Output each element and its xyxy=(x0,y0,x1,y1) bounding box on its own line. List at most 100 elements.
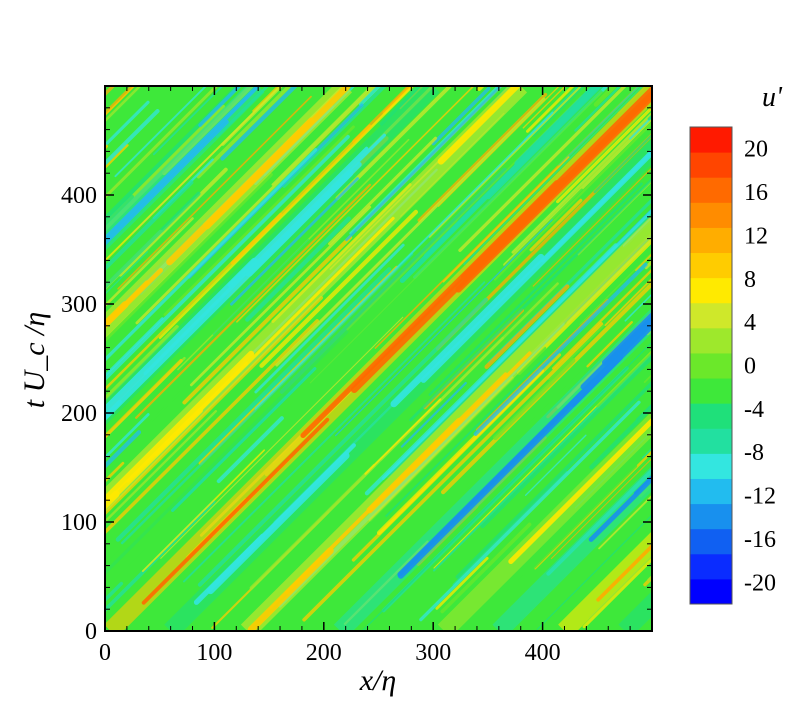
contour-streak xyxy=(271,86,373,186)
contour-streak xyxy=(120,252,414,545)
contour-streak xyxy=(0,267,103,407)
contour-streak xyxy=(532,166,652,287)
contour-streak xyxy=(437,86,560,207)
contour-streak xyxy=(197,297,488,587)
contour-streak xyxy=(579,251,652,325)
contour-streak xyxy=(364,243,618,496)
contour-band-core xyxy=(105,399,122,420)
contour-streak xyxy=(259,209,419,368)
colorbar-swatch xyxy=(690,152,732,178)
contour-band-core xyxy=(455,92,652,293)
contour-streak xyxy=(400,381,467,448)
contour-streak xyxy=(105,180,194,272)
contour-streak xyxy=(302,321,603,622)
contour-streak xyxy=(556,105,652,204)
contour-streak xyxy=(213,356,303,446)
contour-streak xyxy=(221,86,283,146)
contour-streak xyxy=(680,86,717,123)
contour-streak xyxy=(245,216,351,322)
contour-streak xyxy=(115,267,392,542)
colorbar-tick-label: -16 xyxy=(744,527,776,553)
colorbar-tick-label: 8 xyxy=(744,267,756,293)
contour-streak xyxy=(0,203,10,358)
contour-streak xyxy=(647,113,652,121)
contour-streak xyxy=(275,97,546,367)
colorbar-title: u' xyxy=(762,82,783,113)
contour-streak xyxy=(417,92,548,223)
contour-streak xyxy=(105,100,150,148)
contour-streak xyxy=(428,182,643,396)
plot-area xyxy=(0,86,800,631)
contour-streak xyxy=(440,280,652,495)
colorbar-tick-label: -20 xyxy=(744,570,776,596)
contour-streak xyxy=(551,268,652,370)
contour-streak xyxy=(135,86,377,325)
contour-streak xyxy=(604,277,652,327)
contour-streak xyxy=(358,86,382,107)
contour-band-core xyxy=(227,146,369,287)
contour-streak xyxy=(589,403,652,470)
contour-streak xyxy=(0,450,15,574)
contour-band-core xyxy=(207,452,350,595)
contour-band-core xyxy=(390,253,545,408)
x-tick-label: 300 xyxy=(415,640,451,666)
contour-streak xyxy=(196,86,292,179)
contour-streak xyxy=(764,254,800,411)
contour-band-core xyxy=(0,402,28,588)
contour-streak xyxy=(779,354,800,453)
colorbar-swatch xyxy=(690,252,732,279)
contour-streak xyxy=(431,86,491,146)
contour-streak xyxy=(293,86,404,195)
colorbar-tick-label: -8 xyxy=(744,440,764,466)
contour-streak xyxy=(105,251,149,295)
contour-streak xyxy=(105,319,319,535)
contour-streak xyxy=(593,86,617,107)
contour-streak xyxy=(379,86,422,126)
x-tick-label: 200 xyxy=(306,640,342,666)
contour-streak xyxy=(294,473,391,570)
contour-streak xyxy=(766,86,800,268)
colorbar-swatch xyxy=(690,428,732,454)
contour-streak xyxy=(105,194,135,227)
contour-band-core xyxy=(105,119,229,247)
contour-streak xyxy=(105,296,324,516)
contour-streak xyxy=(750,86,752,88)
contour-band-core xyxy=(114,86,261,230)
colorbar-tick-label: -12 xyxy=(744,484,776,510)
contour-streak xyxy=(105,86,219,200)
contour-band-core xyxy=(397,354,624,579)
contour-streak xyxy=(505,464,638,596)
contour-streak xyxy=(522,86,566,129)
colorbar-swatch xyxy=(690,202,732,228)
contour-streak xyxy=(432,351,652,572)
contour-streak xyxy=(526,86,575,133)
y-tick-label: 300 xyxy=(61,292,97,318)
contour-band-core xyxy=(768,233,800,311)
contour-band-core xyxy=(245,169,354,277)
contour-streak xyxy=(105,217,194,308)
contour-band-core xyxy=(105,267,163,329)
contour-streak xyxy=(349,86,500,235)
contour-streak xyxy=(493,358,576,441)
contour-streak xyxy=(345,86,503,242)
colorbar-swatch xyxy=(690,277,732,304)
colorbar-tick-label: 4 xyxy=(744,310,756,336)
colorbar-swatch xyxy=(690,503,732,530)
contour-streak xyxy=(236,86,475,323)
colorbar-swatch xyxy=(690,403,732,429)
contour-band-core xyxy=(596,543,652,602)
contour-streak xyxy=(786,176,800,401)
x-axis: 0 100 200 300 400 xyxy=(99,86,631,666)
contour-streak xyxy=(105,148,318,362)
contour-streak xyxy=(698,86,734,122)
contour-band-core xyxy=(588,475,652,542)
contour-band-core xyxy=(784,161,800,407)
contour-band-core xyxy=(141,417,330,605)
contour-streak xyxy=(435,556,489,610)
contour-streak xyxy=(524,434,587,497)
contour-streak xyxy=(225,344,280,399)
x-tick-label: 0 xyxy=(99,640,111,666)
colorbar-swatch xyxy=(690,378,732,404)
contour-streak xyxy=(583,471,644,532)
